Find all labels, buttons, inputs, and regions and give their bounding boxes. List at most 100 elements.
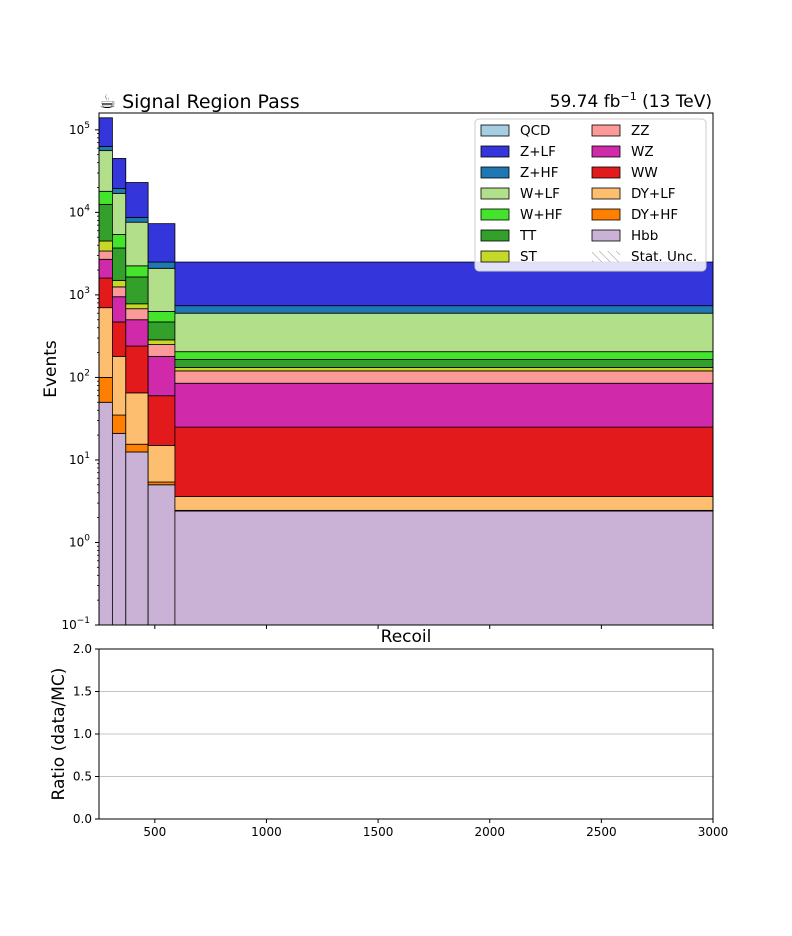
legend-swatch-z-lf bbox=[480, 145, 510, 158]
bar-w-lf-bin-4 bbox=[174, 312, 714, 353]
bar-z-hf-bin-2 bbox=[125, 216, 149, 223]
bar-wz-bin-1 bbox=[111, 296, 127, 323]
bar-w-hf-bin-1 bbox=[111, 234, 127, 249]
bar-tt-bin-4 bbox=[174, 359, 714, 368]
legend-swatch-zz bbox=[591, 124, 621, 137]
ratio-y-tick-label: 1.0 bbox=[73, 727, 92, 741]
bar-z-hf-bin-1 bbox=[111, 188, 127, 194]
bar-ww-bin-0 bbox=[98, 277, 113, 309]
bar-w-hf-bin-3 bbox=[147, 311, 176, 323]
tick-exponent: 2 bbox=[84, 368, 90, 378]
tick-base: 10 bbox=[69, 205, 84, 219]
bar-zz-bin-4 bbox=[174, 370, 714, 384]
bar-zz-bin-3 bbox=[147, 344, 176, 357]
bar-wz-bin-3 bbox=[147, 355, 176, 397]
bar-tt-bin-3 bbox=[147, 321, 176, 341]
bar-dy-hf-bin-0 bbox=[98, 377, 113, 403]
stacked-histogram bbox=[98, 117, 714, 626]
legend-label-dy-hf: DY+HF bbox=[631, 207, 678, 223]
top-axes-frame bbox=[98, 112, 714, 626]
legend-swatch-dy-lf bbox=[591, 187, 621, 200]
bar-w-lf-bin-3 bbox=[147, 267, 176, 312]
legend-swatch-tt bbox=[480, 229, 510, 242]
tick-base: 10 bbox=[61, 618, 76, 632]
bar-tt-bin-0 bbox=[98, 203, 113, 242]
top-y-tick-label: 102 bbox=[69, 368, 90, 384]
tick-exponent: 3 bbox=[84, 286, 90, 296]
top-y-tick-label: 105 bbox=[69, 121, 90, 137]
tick-base: 10 bbox=[69, 288, 84, 302]
legend-label-qcd: QCD bbox=[520, 123, 550, 139]
legend-box bbox=[474, 118, 707, 272]
bar-z-hf-bin-4 bbox=[174, 305, 714, 314]
tick-base: 10 bbox=[69, 453, 84, 467]
tick-exponent: 5 bbox=[84, 121, 90, 131]
legend-label-wz: WZ bbox=[631, 144, 654, 160]
legend-label-z-hf: Z+HF bbox=[520, 165, 558, 181]
bar-st-bin-0 bbox=[98, 240, 113, 252]
top-y-tick-label: 104 bbox=[69, 203, 90, 219]
bar-z-lf-bin-0 bbox=[98, 117, 113, 147]
ratio-x-tick-label: 1000 bbox=[251, 825, 282, 839]
legend-label-stat-unc: Stat. Unc. bbox=[631, 249, 697, 265]
legend-label-st: ST bbox=[520, 249, 538, 265]
bar-tt-bin-2 bbox=[125, 276, 149, 305]
bar-dy-lf-bin-3 bbox=[147, 445, 176, 483]
tick-exponent: 0 bbox=[84, 533, 90, 543]
top-y-tick-label: 10−1 bbox=[61, 616, 90, 632]
bar-st-bin-3 bbox=[147, 339, 176, 345]
tick-base: 10 bbox=[69, 123, 84, 137]
bar-w-hf-bin-4 bbox=[174, 351, 714, 360]
bar-hbb-bin-4 bbox=[174, 510, 714, 626]
bar-ww-bin-4 bbox=[174, 426, 714, 497]
ratio-x-ticks: 500 1000 1500 2000 2500 3000 bbox=[143, 819, 728, 839]
legend-label-hbb: Hbb bbox=[631, 228, 658, 244]
legend-swatch-st bbox=[480, 250, 510, 263]
bar-w-lf-bin-2 bbox=[125, 221, 149, 267]
luminosity-label: 59.74 fb−1 (13 TeV) bbox=[550, 90, 712, 112]
bar-wz-bin-0 bbox=[98, 258, 113, 279]
bar-zz-bin-1 bbox=[111, 286, 127, 298]
bar-wz-bin-2 bbox=[125, 319, 149, 347]
ratio-y-ticks: 0.0 0.5 1.0 1.5 2.0 bbox=[73, 642, 99, 826]
ratio-y-tick-label: 2.0 bbox=[73, 642, 92, 656]
bar-st-bin-4 bbox=[174, 367, 714, 372]
ratio-x-tick-label: 1500 bbox=[363, 825, 394, 839]
luminosity-exponent: −1 bbox=[620, 90, 636, 103]
legend-swatch-dy-hf bbox=[591, 208, 621, 221]
top-y-tick-label: 100 bbox=[69, 533, 90, 549]
ratio-y-tick-label: 0.0 bbox=[73, 812, 92, 826]
legend-label-w-lf: W+LF bbox=[520, 186, 560, 202]
bar-z-lf-bin-3 bbox=[147, 223, 176, 263]
bar-dy-lf-bin-4 bbox=[174, 496, 714, 511]
bar-z-lf-bin-1 bbox=[111, 158, 127, 189]
bar-wz-bin-4 bbox=[174, 382, 714, 428]
ratio-grid bbox=[99, 648, 713, 820]
legend-swatch-z-hf bbox=[480, 166, 510, 179]
bar-dy-lf-bin-0 bbox=[98, 307, 113, 378]
bar-st-bin-1 bbox=[111, 279, 127, 288]
legend-swatch-wz bbox=[591, 145, 621, 158]
y-axis-label-events: Events bbox=[41, 340, 61, 398]
bar-dy-lf-bin-1 bbox=[111, 355, 127, 416]
tick-exponent: 1 bbox=[84, 451, 90, 461]
bar-w-lf-bin-1 bbox=[111, 192, 127, 235]
y-axis-label-ratio: Ratio (data/MC) bbox=[49, 668, 69, 801]
legend-swatch-w-lf bbox=[480, 187, 510, 200]
bar-tt-bin-1 bbox=[111, 247, 127, 281]
bar-w-hf-bin-0 bbox=[98, 190, 113, 205]
tick-base: 10 bbox=[69, 535, 84, 549]
bar-z-lf-bin-2 bbox=[125, 182, 149, 218]
top-y-tick-label: 101 bbox=[69, 451, 90, 467]
luminosity-value: 59.74 fb bbox=[550, 92, 621, 112]
legend-swatch-w-hf bbox=[480, 208, 510, 221]
bar-hbb-bin-1 bbox=[111, 432, 127, 626]
bar-ww-bin-2 bbox=[125, 345, 149, 394]
legend-label-w-hf: W+HF bbox=[520, 207, 563, 223]
bar-hbb-bin-3 bbox=[147, 484, 176, 626]
legend-label-z-lf: Z+LF bbox=[520, 144, 556, 160]
bar-ww-bin-1 bbox=[111, 321, 127, 357]
top-y-tick-label: 103 bbox=[69, 286, 90, 302]
